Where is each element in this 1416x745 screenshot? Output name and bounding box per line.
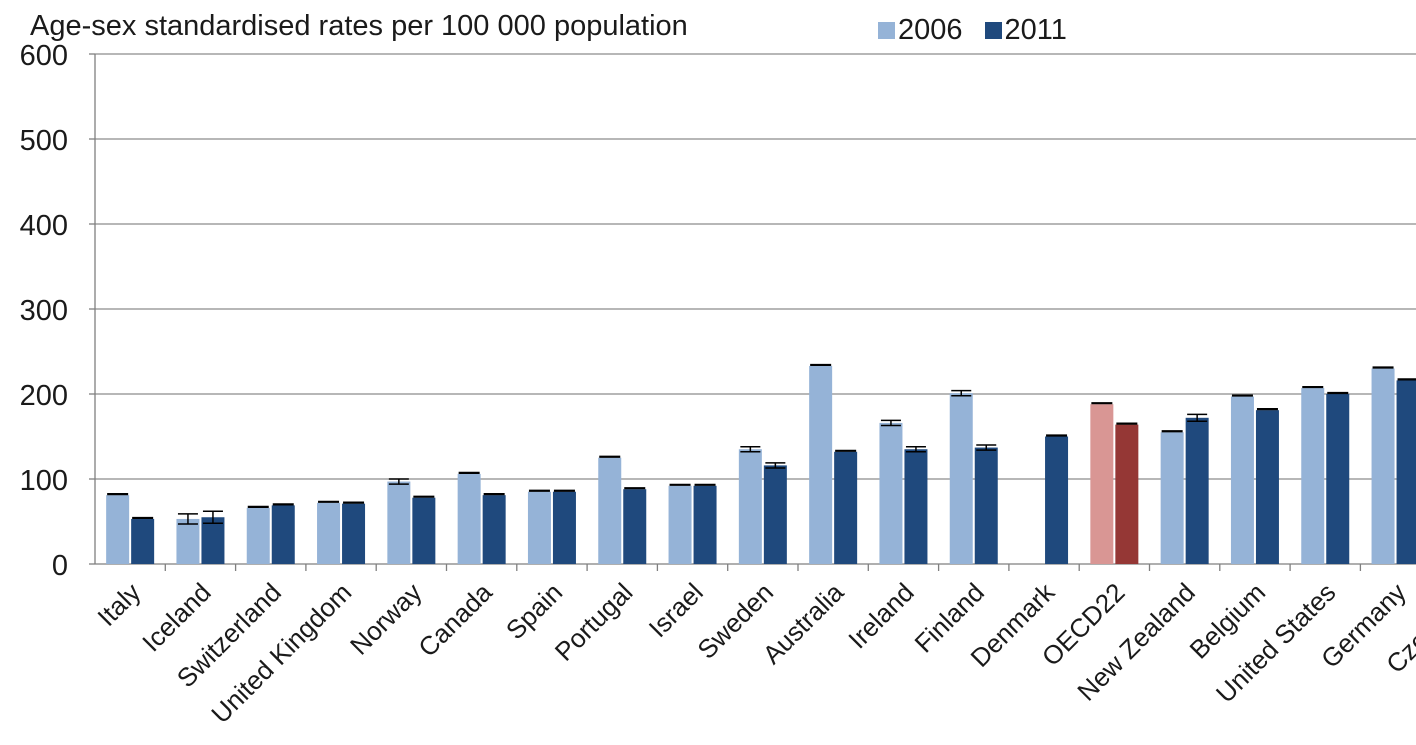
bar-2011 bbox=[1396, 380, 1416, 564]
bar-2006 bbox=[246, 507, 270, 564]
bar-2006 bbox=[1301, 388, 1325, 564]
x-tick-label: Norway bbox=[344, 577, 428, 661]
bar-2011 bbox=[904, 449, 928, 564]
bar-2011 bbox=[623, 489, 647, 564]
bar-2011 bbox=[974, 447, 998, 564]
y-tick-label: 100 bbox=[20, 465, 68, 497]
bar-2006 bbox=[527, 491, 551, 564]
legend-swatch-2006 bbox=[878, 22, 895, 39]
y-tick-label: 300 bbox=[20, 295, 68, 327]
bar-2006 bbox=[949, 393, 973, 564]
y-tick-label: 200 bbox=[20, 380, 68, 412]
bar-2006 bbox=[387, 481, 411, 564]
bar-2006 bbox=[879, 422, 903, 564]
legend: 2006 2011 bbox=[878, 14, 1089, 47]
bar-2011 bbox=[763, 465, 787, 564]
bar-2011 bbox=[552, 491, 576, 564]
x-tick-label: Israel bbox=[643, 577, 709, 643]
legend-label-2011: 2011 bbox=[1004, 14, 1067, 46]
bar-2011 bbox=[1326, 394, 1350, 564]
bar-2006 bbox=[598, 457, 622, 564]
bar-2006 bbox=[457, 473, 481, 564]
legend-item-2006: 2006 bbox=[878, 14, 963, 47]
bar-2011 bbox=[271, 505, 295, 564]
legend-swatch-2011 bbox=[984, 22, 1002, 39]
bar-2006 bbox=[1230, 396, 1254, 564]
y-tick-label: 600 bbox=[20, 40, 68, 72]
bar-2011 bbox=[342, 503, 366, 564]
bar-2006 bbox=[1090, 404, 1114, 564]
bar-2011 bbox=[1185, 417, 1209, 564]
bar-2011 bbox=[1045, 436, 1069, 564]
y-tick-label: 500 bbox=[20, 125, 68, 157]
bar-2011 bbox=[131, 518, 155, 564]
y-axis-label: Age-sex standardised rates per 100 000 p… bbox=[30, 10, 688, 42]
x-tick-label: Ireland bbox=[842, 577, 919, 654]
bar-2011 bbox=[834, 451, 858, 564]
x-tick-label: Portugal bbox=[549, 577, 639, 667]
bar-2011 bbox=[1255, 410, 1279, 564]
bar-2006 bbox=[809, 365, 833, 564]
bar-2006 bbox=[1371, 368, 1395, 564]
bar-2006 bbox=[738, 449, 762, 564]
legend-label-2006: 2006 bbox=[898, 14, 963, 46]
bar-2006 bbox=[106, 495, 130, 564]
bar-2006 bbox=[317, 502, 341, 564]
y-tick-label: 400 bbox=[20, 210, 68, 242]
x-tick-label: Canada bbox=[412, 577, 498, 663]
bar-2011 bbox=[693, 485, 717, 564]
bar-2011 bbox=[1115, 424, 1139, 564]
bar-2006 bbox=[176, 518, 200, 564]
bar-2006 bbox=[668, 485, 692, 564]
bar-2011 bbox=[201, 517, 225, 564]
x-tick-label: Italy bbox=[91, 577, 146, 632]
bar-2011 bbox=[412, 497, 436, 564]
legend-item-2011: 2011 bbox=[984, 14, 1067, 47]
bar-2006 bbox=[1160, 432, 1184, 564]
bar-2011 bbox=[482, 495, 506, 564]
y-tick-label: 0 bbox=[52, 550, 68, 582]
